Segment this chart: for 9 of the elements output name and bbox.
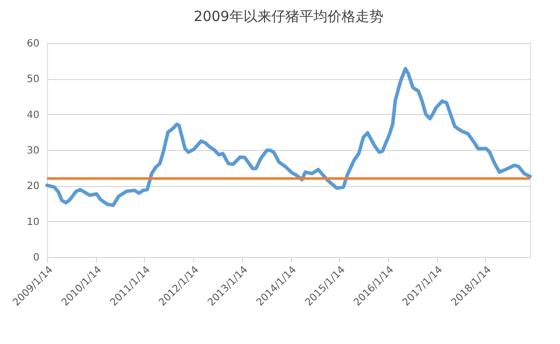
y-tick-label: 30	[26, 146, 40, 156]
y-tick-label: 20	[26, 181, 40, 192]
line-series	[45, 66, 532, 208]
y-tick-label: 60	[26, 38, 40, 50]
chart-title: 2009年以来仔猪平均价格走势	[194, 9, 384, 25]
y-tick-label: 50	[26, 74, 40, 86]
y-tick-label: 40	[26, 110, 40, 121]
y-tick-label: 10	[26, 216, 40, 228]
y-tick-label: 0	[33, 252, 40, 264]
